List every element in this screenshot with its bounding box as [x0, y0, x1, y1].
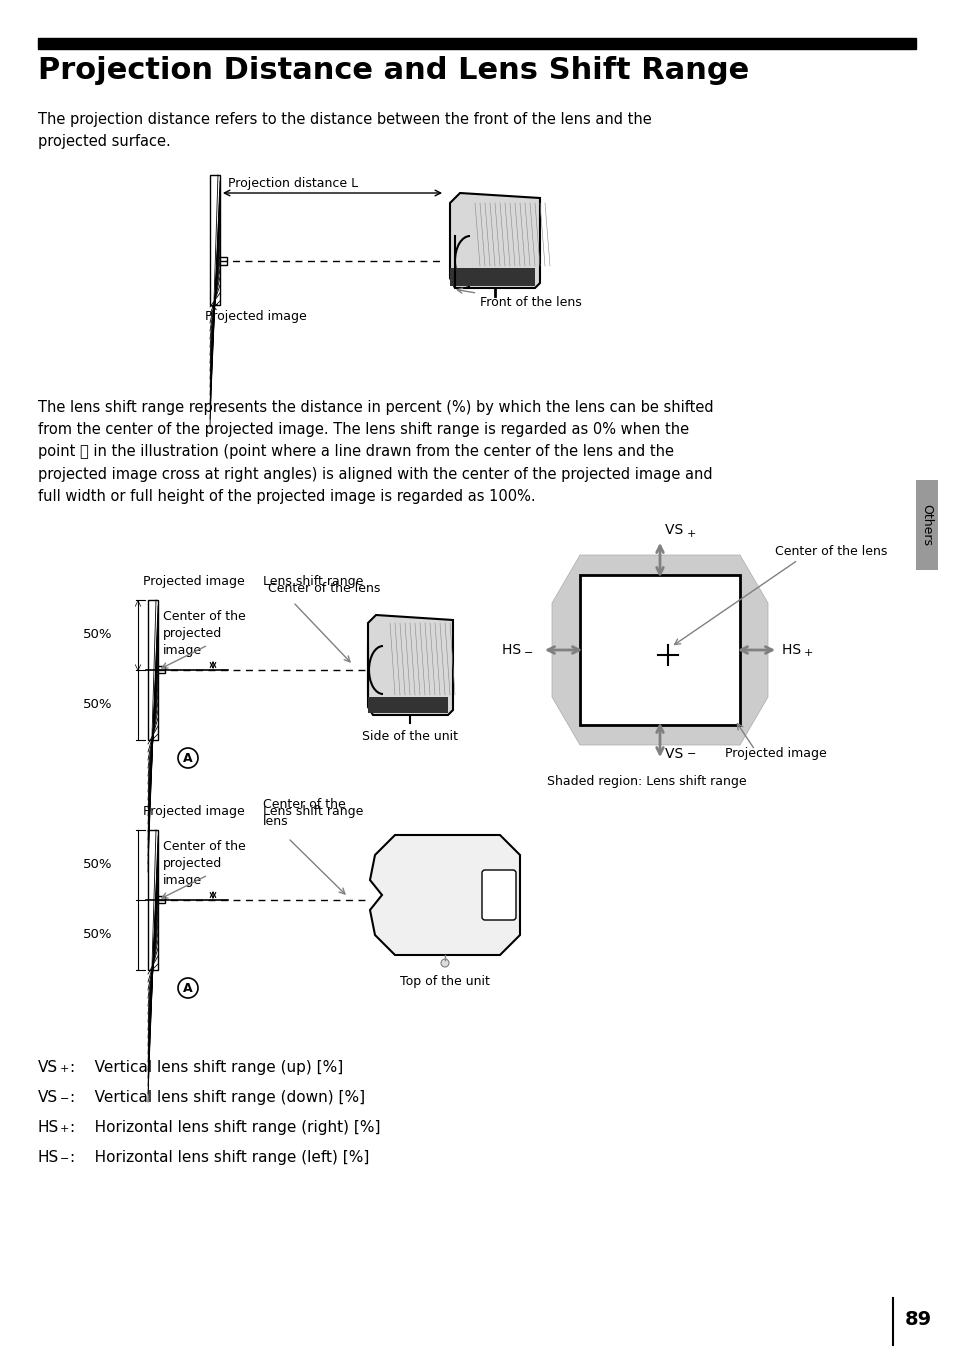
Bar: [368, 698, 448, 713]
Text: Projected image: Projected image: [724, 748, 826, 760]
Circle shape: [178, 977, 198, 998]
Text: 50%: 50%: [83, 629, 112, 641]
Text: HS: HS: [38, 1119, 59, 1134]
Text: :    Horizontal lens shift range (right) [%]: : Horizontal lens shift range (right) [%…: [70, 1119, 380, 1134]
Polygon shape: [552, 556, 767, 745]
Circle shape: [440, 959, 449, 967]
Text: A: A: [183, 752, 193, 764]
Text: VS: VS: [38, 1060, 58, 1075]
Text: −: −: [523, 648, 533, 658]
Text: −: −: [686, 749, 696, 758]
Bar: [579, 575, 740, 725]
Text: Side of the unit: Side of the unit: [361, 730, 457, 744]
Text: Projected image: Projected image: [143, 804, 245, 818]
Text: Shaded region: Lens shift range: Shaded region: Lens shift range: [546, 775, 746, 788]
Text: +: +: [60, 1064, 70, 1073]
Text: Others: Others: [920, 504, 933, 546]
Text: Projected image: Projected image: [143, 575, 245, 588]
Text: Center of the lens: Center of the lens: [774, 545, 886, 558]
Bar: [210, 174, 220, 306]
Text: Center of the
lens: Center of the lens: [263, 798, 345, 827]
Text: 50%: 50%: [83, 699, 112, 711]
Text: Center of the
projected
image: Center of the projected image: [163, 840, 246, 887]
Text: HS: HS: [501, 644, 525, 657]
Text: Center of the
projected
image: Center of the projected image: [163, 610, 246, 657]
Bar: [148, 830, 158, 969]
Text: +: +: [60, 1124, 70, 1134]
Bar: [450, 268, 535, 287]
Polygon shape: [368, 615, 453, 715]
Polygon shape: [450, 193, 539, 288]
Text: HS: HS: [38, 1151, 59, 1165]
Polygon shape: [370, 836, 519, 955]
Text: VS: VS: [664, 523, 687, 537]
Text: HS: HS: [781, 644, 804, 657]
Text: Projection Distance and Lens Shift Range: Projection Distance and Lens Shift Range: [38, 55, 748, 85]
Text: :    Vertical lens shift range (up) [%]: : Vertical lens shift range (up) [%]: [70, 1060, 343, 1075]
Text: Projection distance L: Projection distance L: [228, 177, 357, 191]
Text: Front of the lens: Front of the lens: [456, 288, 581, 310]
Text: −: −: [60, 1094, 70, 1105]
Bar: [158, 896, 165, 903]
Text: The lens shift range represents the distance in percent (%) by which the lens ca: The lens shift range represents the dist…: [38, 400, 713, 504]
Text: The projection distance refers to the distance between the front of the lens and: The projection distance refers to the di…: [38, 112, 651, 149]
Bar: [220, 257, 227, 265]
Text: Lens shift range: Lens shift range: [263, 575, 363, 588]
Text: 50%: 50%: [83, 859, 112, 872]
Text: +: +: [803, 648, 813, 658]
Bar: [148, 600, 158, 740]
Text: :    Horizontal lens shift range (left) [%]: : Horizontal lens shift range (left) [%]: [70, 1151, 369, 1165]
Text: VS: VS: [664, 748, 687, 761]
Text: Center of the lens: Center of the lens: [268, 581, 380, 595]
Text: A: A: [183, 982, 193, 995]
Text: 89: 89: [904, 1310, 931, 1329]
FancyBboxPatch shape: [481, 869, 516, 919]
Text: Projected image: Projected image: [205, 304, 307, 323]
Text: +: +: [686, 529, 696, 539]
Text: −: −: [60, 1155, 70, 1164]
Bar: [158, 667, 165, 673]
Bar: [38, 38, 915, 49]
Bar: [915, 480, 937, 571]
Text: Top of the unit: Top of the unit: [399, 975, 490, 988]
Text: Lens shift range: Lens shift range: [263, 804, 363, 818]
Text: VS: VS: [38, 1090, 58, 1105]
Text: :    Vertical lens shift range (down) [%]: : Vertical lens shift range (down) [%]: [70, 1090, 365, 1105]
Text: 50%: 50%: [83, 929, 112, 941]
Circle shape: [178, 748, 198, 768]
